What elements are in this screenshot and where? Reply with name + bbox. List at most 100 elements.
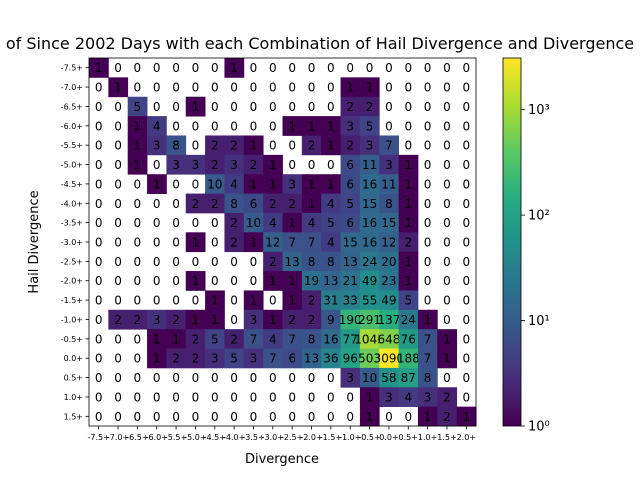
cell-value-label: 0	[424, 119, 432, 133]
cell-value-label: 0	[114, 177, 122, 191]
heatmap-cell	[127, 154, 148, 175]
cell-value-label: 2	[308, 294, 316, 308]
cell-value-label: 1	[308, 197, 316, 211]
cell-value-label: 4	[153, 119, 161, 133]
heatmap-cell	[359, 232, 380, 253]
cell-value-label: 3	[346, 371, 354, 385]
cell-value-label: 0	[424, 100, 432, 114]
cell-value-label: 0	[443, 236, 451, 250]
cell-value-label: 0	[327, 390, 335, 404]
heatmap-cell	[205, 329, 225, 349]
cell-value-label: 0	[424, 139, 432, 153]
cell-value-label: 0	[443, 216, 451, 230]
cell-value-label: 23	[381, 274, 396, 288]
cell-value-label: 15	[343, 236, 358, 250]
cell-value-label: 0	[114, 371, 122, 385]
heatmap-cell	[282, 232, 303, 253]
cell-value-label: 0	[463, 119, 471, 133]
cell-value-label: 0	[443, 100, 451, 114]
cell-value-label: 2	[192, 352, 200, 366]
cell-value-label: 3	[153, 139, 161, 153]
cell-value-label: 0	[134, 236, 142, 250]
heatmap-cell	[379, 174, 399, 194]
cell-value-label: 0	[463, 197, 471, 211]
cell-value-label: 0	[114, 236, 122, 250]
cell-value-label: 16	[323, 332, 338, 346]
cell-value-label: 0	[443, 158, 451, 172]
cell-value-label: 1	[366, 81, 374, 95]
heatmap-cell	[224, 58, 245, 78]
x-tick-label: -4.0+	[223, 433, 245, 442]
cell-value-label: 0	[134, 197, 142, 211]
heatmap-cell	[340, 212, 361, 233]
cell-value-label: 0	[211, 371, 219, 385]
heatmap-cell	[340, 232, 361, 253]
cell-value-label: 1	[443, 352, 451, 366]
cell-value-label: 8	[308, 332, 316, 346]
cell-value-label: 0	[269, 390, 277, 404]
heatmap-cell	[359, 77, 380, 98]
heatmap-cell	[243, 135, 264, 156]
heatmap-cell	[282, 309, 303, 330]
cell-value-label: 1	[269, 274, 277, 288]
heatmap-cell	[437, 406, 458, 427]
cell-value-label: 2	[230, 236, 238, 250]
cell-value-label: 0	[463, 352, 471, 366]
cell-value-label: 0	[308, 81, 316, 95]
heatmap-cell	[340, 154, 361, 175]
heatmap-cell	[243, 212, 264, 233]
heatmap-cell	[321, 251, 341, 272]
heatmap-cell	[340, 367, 361, 388]
cell-value-label: 0	[269, 119, 277, 133]
cell-value-label: 0	[153, 100, 161, 114]
cell-value-label: 0	[134, 177, 142, 191]
heatmap-cell	[127, 309, 148, 330]
cell-value-label: 0	[172, 371, 180, 385]
cell-value-label: 0	[269, 371, 277, 385]
cell-value-label: 0	[172, 236, 180, 250]
cell-value-label: 0	[95, 371, 103, 385]
heatmap-cell	[359, 154, 380, 175]
cell-value-label: 1	[308, 119, 316, 133]
cell-value-label: 1	[288, 294, 296, 308]
y-tick-label: -6.0+	[61, 122, 83, 131]
x-tick-label: 0.5+	[399, 433, 418, 442]
cell-value-label: 0	[404, 61, 412, 75]
cell-value-label: 0	[95, 158, 103, 172]
cell-value-label: 1	[250, 236, 258, 250]
heatmap-cell	[263, 348, 283, 369]
heatmap-cell	[224, 174, 245, 194]
cell-value-label: 0	[153, 274, 161, 288]
heatmap-cell	[398, 232, 419, 253]
cell-value-label: 1	[327, 177, 335, 191]
cell-value-label: 7	[424, 332, 432, 346]
cell-value-label: 10	[362, 371, 377, 385]
heatmap-cell	[379, 212, 399, 233]
cell-value-label: 2	[211, 197, 219, 211]
heatmap-cell	[437, 387, 458, 408]
cell-value-label: 6	[250, 197, 258, 211]
cell-value-label: 1	[366, 410, 374, 424]
x-tick-label: -1.5+	[320, 433, 342, 442]
cell-value-label: 1	[269, 158, 277, 172]
x-tick-label: 1.5+	[437, 433, 456, 442]
heatmap-cell	[224, 329, 245, 349]
cell-value-label: 76	[401, 332, 416, 346]
heatmap-cell	[185, 329, 206, 349]
cell-value-label: 0	[211, 61, 219, 75]
y-tick-label: 1.5+	[64, 412, 83, 421]
cell-value-label: 49	[381, 294, 396, 308]
x-tick-label: -7.0+	[107, 433, 129, 442]
heatmap-cell	[398, 290, 419, 311]
heatmap-cell	[359, 290, 380, 311]
cell-value-label: 49	[362, 274, 377, 288]
heatmap-cell	[340, 193, 361, 214]
cell-value-label: 0	[250, 255, 258, 269]
cell-value-label: 0	[463, 61, 471, 75]
heatmap-cell	[437, 348, 458, 369]
cell-value-label: 16	[362, 216, 377, 230]
heatmap-cell	[301, 251, 322, 272]
cell-value-label: 0	[443, 313, 451, 327]
cell-value-label: 33	[343, 294, 358, 308]
heatmap-cell	[166, 309, 187, 330]
